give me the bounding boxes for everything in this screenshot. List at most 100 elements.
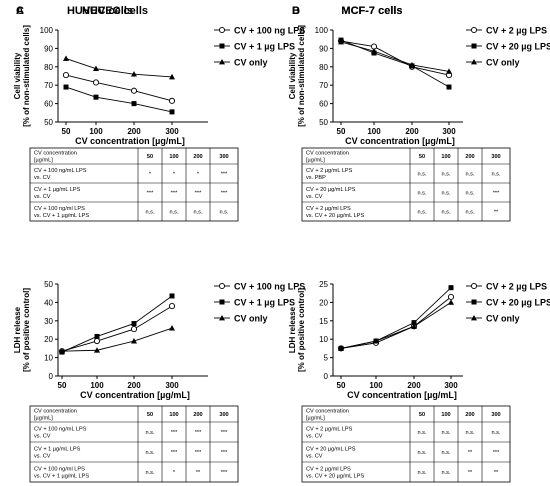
table-cell: n.s. [417,210,426,216]
data-point [168,303,176,310]
chart-panel-a: A HUVEC cells 50 60 70 80 90 100 50 100 200 300 Cell… [13,5,305,222]
y-tick-label: 80 [44,63,53,72]
table-header-cell: 100 [169,154,178,160]
series-line [340,296,452,349]
table-header-cell: CV concentration [µg/mL] [306,409,349,422]
legend-marker [471,59,477,65]
legend-label: CV + 2 µg LPS [486,26,547,36]
table-cell: n.s. [417,191,426,197]
table-cell: *** [147,191,154,197]
table-cell: *** [195,450,202,456]
y-tick-label: 10 [44,354,53,363]
table-cell: n.s. [417,430,426,436]
table-cell: n.s. [441,450,450,456]
table-cell: * [149,172,152,178]
data-point [411,323,417,329]
table-cell: *** [195,430,202,436]
table-cell: *** [221,172,228,178]
legend-label: CV + 100 ng LPS [234,282,305,292]
table-cell: n.s. [219,210,228,216]
data-point [169,109,175,115]
y-tick-label: 25 [319,280,328,289]
data-point [371,48,377,54]
data-point [169,293,175,299]
data-point [59,348,65,354]
panel-letter: B [292,5,300,17]
x-tick-label: 200 [127,381,141,390]
data-point [63,84,69,90]
table-header-cell: 300 [219,154,228,160]
table-cell: *** [171,430,178,436]
x-tick-label: 50 [337,381,346,390]
table-header-cell: 200 [193,412,202,418]
table-row-label: CV + 2 µg/mL LPS vs. CV [306,427,353,440]
y-axis-label-unit: [% of positive control] [22,288,31,372]
legend-marker [219,315,225,321]
data-point [409,61,415,68]
x-axis-label: CV concentration [µg/mL] [347,390,457,400]
data-point [446,68,452,74]
table-cell: n.s. [465,430,474,436]
significance-table: CV concentration [µg/mL] 50 100 200 300 CV + 1… [29,147,239,222]
data-point [63,55,69,61]
table-header-cell: 200 [465,412,474,418]
x-axis-label: CV concentration [µg/mL] [80,390,190,400]
y-tick-label: 15 [319,317,328,326]
table-header-cell: 100 [441,154,450,160]
y-tick-label: 100 [315,26,329,35]
data-point [92,79,100,86]
data-point [338,345,344,351]
panel-letter: D [292,5,300,17]
table-cell: n.s. [193,210,202,216]
table-border [301,147,511,222]
chart-panel-d: D MCF-7 cells 0 5 10 15 20 25 50 100 200 300 LDH rel… [288,5,550,483]
table-row-label: CV + 2 µg/mL LPS vs. PBP [306,168,353,181]
table-row-label: CV + 2 µg/ml LPS vs. CV + 20 µg/mL LPS [306,206,364,219]
chart-panel-b: B MCF-7 cells 50 60 70 80 90 100 50 100 200 300 Cell… [288,5,550,222]
table-cell: n.s. [169,210,178,216]
legend-label: CV + 1 µg LPS [234,42,295,52]
table-header-cell: CV concentration [µg/mL] [34,151,77,164]
legend-marker [471,315,477,321]
series-line [340,39,450,88]
series-line [340,287,452,349]
y-tick-label: 80 [319,63,328,72]
table-row-label: CV + 100 ng/mL LPS vs. CV [34,168,87,181]
series-line [340,40,450,76]
data-point [93,94,99,100]
table-cell: ** [196,470,201,476]
data-point [62,72,70,79]
data-point [169,325,175,331]
chart-panel-c: C HUVEC cells 0 10 20 30 40 50 50 100 200 300 LDH re… [13,5,305,483]
data-point [93,337,101,345]
panel-letter: A [16,5,24,17]
y-axis-label: LDH release [13,306,22,353]
table-cell: *** [493,191,500,197]
y-tick-label: 100 [40,26,54,35]
chart-title: MCF-7 cells [341,5,402,17]
data-point [130,326,138,333]
table-cell: ** [468,450,473,456]
table-cell: n.s. [465,172,474,178]
y-tick-label: 60 [44,100,53,109]
y-axis-label: Cell viability [13,52,22,99]
table-header-cell: 50 [147,412,153,418]
data-point [131,321,137,327]
y-tick-label: 20 [319,298,328,307]
data-point [448,285,454,291]
table-cell: n.s. [441,470,450,476]
table-cell: * [173,172,176,178]
legend-label: CV only [486,314,520,324]
table-cell: *** [221,470,228,476]
legend-label: CV + 2 µg LPS [486,282,547,292]
table-cell: * [197,172,200,178]
table-header-cell: 300 [491,412,500,418]
table-border [29,405,239,483]
table-header-cell: 50 [147,154,153,160]
data-point [411,320,417,326]
series-line [65,74,173,102]
y-tick-label: 50 [44,280,53,289]
table-cell: *** [493,450,500,456]
data-point [169,73,175,80]
